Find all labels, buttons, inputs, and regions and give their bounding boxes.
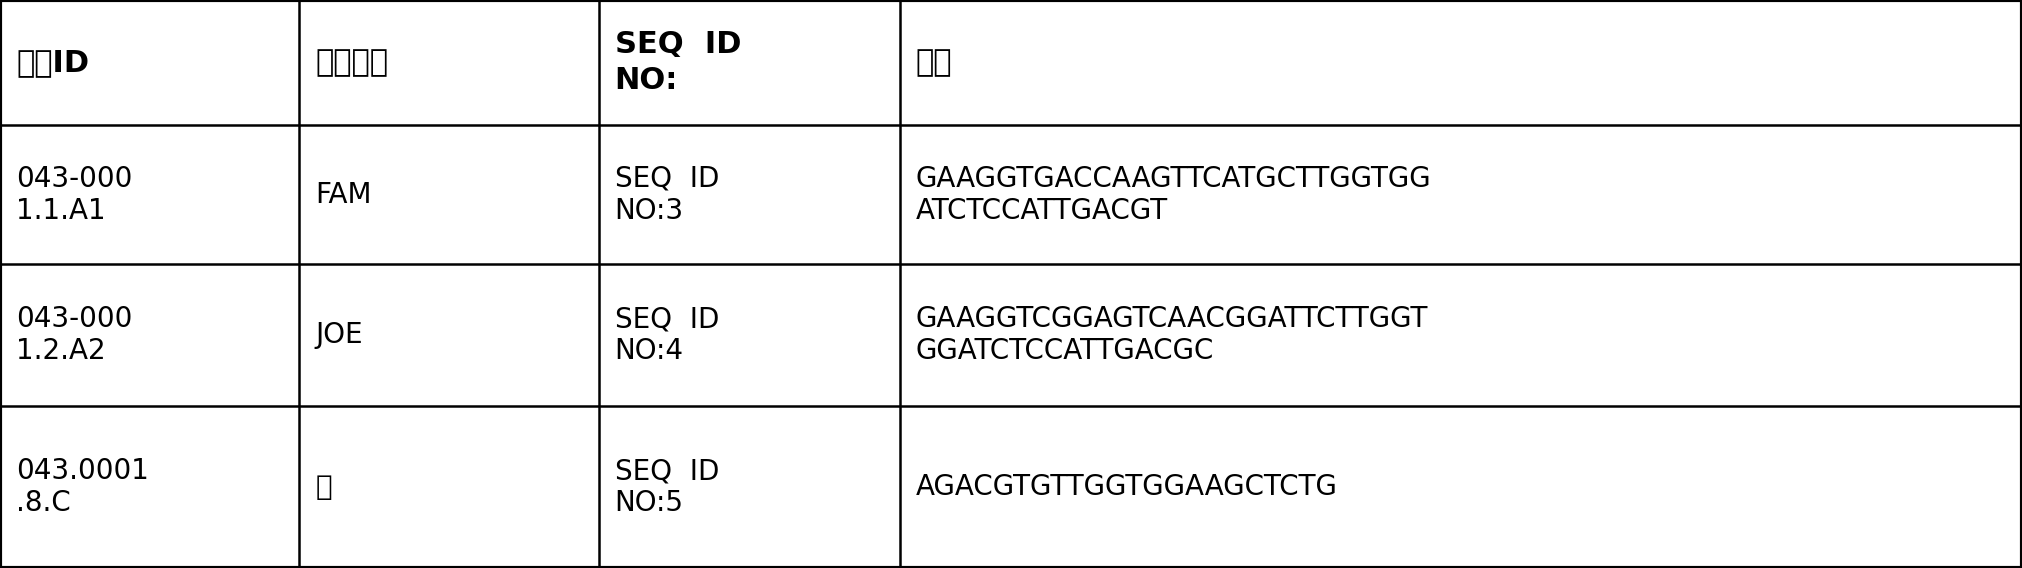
Text: 043-000: 043-000 <box>16 165 133 193</box>
Text: SEQ  ID: SEQ ID <box>615 305 720 333</box>
Text: 序列: 序列 <box>916 48 952 77</box>
Text: GAAGGTCGGAGTCAACGGATTCTTGGT: GAAGGTCGGAGTCAACGGATTCTTGGT <box>916 305 1428 333</box>
Text: AGACGTGTTGGTGGAAGCTCTG: AGACGTGTTGGTGGAAGCTCTG <box>916 473 1339 501</box>
Text: GAAGGTGACCAAGTTCATGCTTGGTGG: GAAGGTGACCAAGTTCATGCTTGGTGG <box>916 165 1432 193</box>
Text: NO:: NO: <box>615 65 677 95</box>
Text: GGATCTCCATTGACGC: GGATCTCCATTGACGC <box>916 337 1215 365</box>
Text: JOE: JOE <box>315 321 364 349</box>
Text: 043.0001: 043.0001 <box>16 457 150 485</box>
Text: ATCTCCATTGACGT: ATCTCCATTGACGT <box>916 197 1169 224</box>
Text: 无: 无 <box>315 473 332 501</box>
Text: 引物ID: 引物ID <box>16 48 89 77</box>
Text: FAM: FAM <box>315 181 372 208</box>
Text: SEQ  ID: SEQ ID <box>615 165 720 193</box>
Text: 荧光标记: 荧光标记 <box>315 48 388 77</box>
Text: SEQ  ID: SEQ ID <box>615 30 742 60</box>
Text: 1.2.A2: 1.2.A2 <box>16 337 105 365</box>
Text: NO:4: NO:4 <box>615 337 683 365</box>
Text: SEQ  ID: SEQ ID <box>615 457 720 485</box>
Text: NO:5: NO:5 <box>615 489 683 517</box>
Text: 043-000: 043-000 <box>16 305 133 333</box>
Text: 1.1.A1: 1.1.A1 <box>16 197 105 224</box>
Text: .8.C: .8.C <box>16 489 71 517</box>
Text: NO:3: NO:3 <box>615 197 683 224</box>
